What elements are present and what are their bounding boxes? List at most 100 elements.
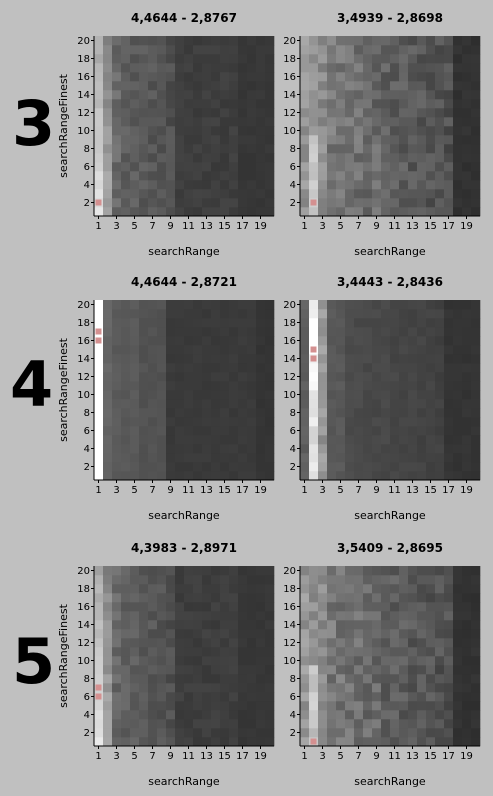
heatmap-cell (417, 611, 427, 621)
heatmap-cell (372, 354, 382, 364)
heatmap-cell (435, 575, 445, 585)
heatmap-cell (426, 665, 436, 675)
heatmap-cell (238, 126, 248, 136)
heatmap-cell (256, 728, 266, 738)
heatmap-cell (426, 198, 436, 208)
heatmap-cell (112, 81, 122, 91)
heatmap-cell (453, 602, 463, 612)
heatmap-cell (193, 318, 203, 328)
heatmap-cell (435, 117, 445, 127)
heatmap-cell (435, 665, 445, 675)
heatmap-cell (103, 63, 113, 73)
heatmap-cell (327, 354, 337, 364)
heatmap-cell (247, 602, 257, 612)
heatmap-cell (211, 54, 221, 64)
heatmap-cell (345, 701, 355, 711)
heatmap-cell (363, 638, 373, 648)
heatmap-cell (399, 471, 409, 481)
heatmap-cell (336, 63, 346, 73)
heatmap-cell (256, 318, 266, 328)
heatmap-cell (130, 153, 140, 163)
heatmap-cell (175, 647, 185, 657)
heatmap-cell (336, 99, 346, 109)
heatmap-cell (220, 300, 230, 310)
heatmap-cell (202, 462, 212, 472)
x-tick-label: 17 (236, 751, 249, 762)
heatmap-cell (175, 390, 185, 400)
heatmap-cell (408, 381, 418, 391)
heatmap-cell (256, 638, 266, 648)
heatmap-cell (318, 117, 328, 127)
heatmap-cell (435, 692, 445, 702)
heatmap-cell (462, 363, 472, 373)
y-tick-label: 18 (77, 54, 90, 65)
heatmap-cell (229, 710, 239, 720)
heatmap-cell (372, 81, 382, 91)
heatmap-cell (399, 318, 409, 328)
heatmap-cell (408, 593, 418, 603)
heatmap-cell (229, 462, 239, 472)
heatmap-cell (130, 629, 140, 639)
heatmap-cell (103, 584, 113, 594)
heatmap-cell (426, 647, 436, 657)
heatmap-cell (363, 575, 373, 585)
heatmap-cell (408, 99, 418, 109)
heatmap-cell (193, 620, 203, 630)
heatmap-cell (309, 462, 319, 472)
heatmap-cell (121, 162, 131, 172)
heatmap-cell (300, 737, 310, 747)
heatmap-cell (148, 408, 158, 418)
heatmap-cell (471, 90, 481, 100)
heatmap-cell (229, 719, 239, 729)
heatmap-cell (408, 674, 418, 684)
heatmap-cell (193, 390, 203, 400)
heatmap-cell (238, 309, 248, 319)
heatmap-cell (417, 575, 427, 585)
heatmap-cell (256, 575, 266, 585)
heatmap-cell (112, 674, 122, 684)
heatmap-cell (211, 99, 221, 109)
heatmap-cell (300, 309, 310, 319)
heatmap-cell (256, 144, 266, 154)
heatmap-cell (112, 462, 122, 472)
heatmap-cell (112, 72, 122, 82)
heatmap-cell (372, 462, 382, 472)
heatmap-cell (336, 198, 346, 208)
heatmap-cell (103, 171, 113, 181)
heatmap-cell (417, 566, 427, 576)
heatmap-cell (300, 638, 310, 648)
heatmap-cell (256, 207, 266, 217)
heatmap-cell (256, 611, 266, 621)
heatmap-cell (94, 90, 104, 100)
heatmap-cell (309, 728, 319, 738)
heatmap-cell (318, 399, 328, 409)
heatmap-cell (345, 435, 355, 445)
heatmap-cell (130, 575, 140, 585)
y-tick-label: 6 (84, 162, 90, 173)
heatmap-cell (139, 737, 149, 747)
heatmap-cell (300, 381, 310, 391)
heatmap-cell (202, 593, 212, 603)
heatmap-cell (202, 309, 212, 319)
heatmap-cell (247, 728, 257, 738)
heatmap-cell (345, 162, 355, 172)
heatmap-cell (166, 336, 176, 346)
heatmap-cell (444, 575, 454, 585)
heatmap-cell (309, 444, 319, 454)
heatmap-cell (453, 390, 463, 400)
heatmap-cell (157, 99, 167, 109)
heatmap-cell (372, 207, 382, 217)
heatmap-cell (381, 647, 391, 657)
heatmap-cell (175, 674, 185, 684)
heatmap-cell (157, 629, 167, 639)
heatmap-cell (139, 602, 149, 612)
heatmap-cell (399, 462, 409, 472)
heatmap-cell (345, 363, 355, 373)
heatmap-cell (148, 207, 158, 217)
heatmap-cell (247, 63, 257, 73)
heatmap-cell (202, 737, 212, 747)
heatmap-cell (300, 426, 310, 436)
heatmap-cell (462, 584, 472, 594)
y-tick-label: 8 (84, 408, 90, 419)
heatmap-cell (453, 162, 463, 172)
